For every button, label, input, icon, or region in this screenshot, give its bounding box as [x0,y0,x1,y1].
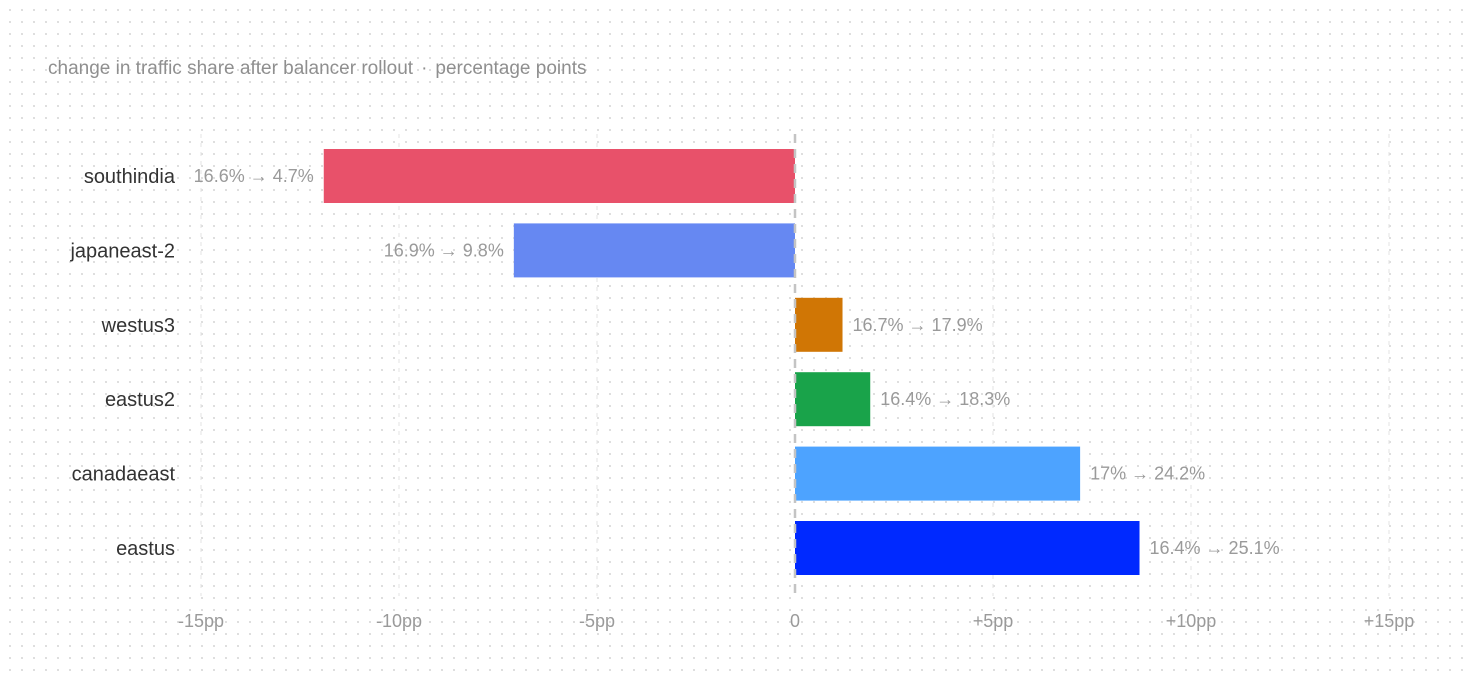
category-label-japaneast-2: japaneast-2 [69,240,175,262]
bar-southindia [323,149,795,203]
x-tick-label-5: +10pp [1166,611,1217,631]
category-label-eastus: eastus [116,538,175,560]
x-tick-label-2: -5pp [579,611,615,631]
x-tick-label-1: -10pp [376,611,422,631]
bar-eastus [795,521,1140,575]
subtitle-main: change in traffic share after balancer r… [48,58,414,79]
category-label-southindia: southindia [84,166,176,188]
value-label-japaneast-2: 16.9% → 9.8% [384,240,504,260]
value-label-canadaeast: 17% → 24.2% [1090,464,1205,484]
bar-westus3 [795,297,843,352]
value-label-westus3: 16.7% → 17.9% [853,315,983,335]
x-tick-label-4: +5pp [973,611,1014,631]
category-label-eastus2: eastus2 [105,389,175,411]
bar-canadaeast [795,446,1081,501]
subtitle-separator: · [421,58,428,79]
category-label-westus3: westus3 [101,315,175,337]
subtitle-unit: percentage points [435,58,587,79]
category-label-canadaeast: canadaeast [72,464,176,486]
x-tick-label-6: +15pp [1364,611,1415,631]
chart-subtitle: change in traffic share after balancer r… [48,58,586,80]
value-label-eastus2: 16.4% → 18.3% [880,389,1010,409]
bar-japaneast-2 [513,223,795,278]
x-tick-label-3: 0 [790,611,800,631]
value-label-eastus: 16.4% → 25.1% [1150,538,1280,558]
bar-eastus2 [795,372,871,427]
value-label-southindia: 16.6% → 4.7% [194,166,314,186]
x-tick-label-0: -15pp [178,611,224,631]
